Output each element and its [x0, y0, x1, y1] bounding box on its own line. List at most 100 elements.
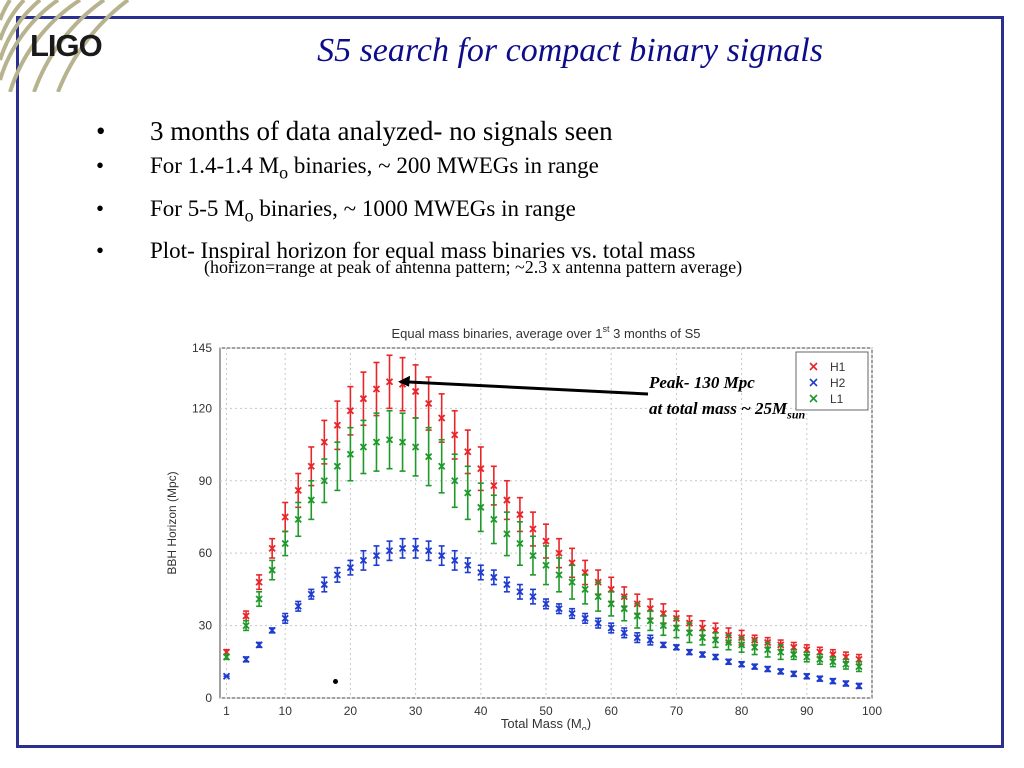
l1-point — [568, 578, 576, 586]
l1-point — [477, 503, 485, 511]
l1-point — [333, 462, 341, 470]
slide-title: S5 search for compact binary signals — [317, 32, 823, 69]
slide-frame — [16, 16, 1004, 748]
l1-point — [842, 660, 850, 668]
bullet-text: 3 months of data analyzed- no signals se… — [150, 116, 613, 146]
l1-point — [594, 592, 602, 601]
h1-point — [359, 395, 368, 403]
l1-point — [268, 566, 276, 574]
l1-point — [294, 515, 302, 524]
l1-point — [581, 585, 589, 594]
h2-point — [542, 600, 550, 608]
l1-point — [411, 443, 420, 451]
bullet-dot-icon: • — [96, 116, 106, 146]
chart-title: Equal mass binaries, average over 1st 3 … — [391, 324, 700, 341]
h1-point — [307, 462, 315, 470]
annotation-subscript: sun — [787, 407, 806, 422]
bullet-subscript: o — [244, 205, 254, 226]
h1-point — [320, 438, 328, 446]
x-tick-label: 100 — [862, 704, 882, 718]
h2-point — [842, 679, 850, 688]
l1-point — [764, 646, 772, 654]
l1-point — [372, 438, 381, 446]
l1-point — [516, 539, 524, 548]
x-tick-label: 60 — [605, 704, 619, 718]
h1-point — [425, 399, 433, 408]
h2-point — [581, 614, 589, 622]
l1-point — [816, 655, 824, 664]
h2-point — [385, 547, 394, 555]
h2-point — [855, 682, 863, 690]
h2-point — [477, 568, 485, 577]
legend-marker — [809, 394, 818, 403]
bullet-item: • Plot- Inspiral horizon for equal mass … — [96, 233, 996, 268]
h2-point — [568, 609, 576, 618]
l1-point — [829, 658, 837, 666]
annotation-line1: Peak- 130 Mpc — [649, 373, 755, 392]
h2-point — [711, 653, 720, 661]
stray-dot — [333, 679, 338, 684]
l1-point — [620, 605, 628, 613]
l1-point — [307, 496, 315, 504]
y-axis-label: BBH Horizon (Mpc) — [165, 471, 179, 574]
h2-point — [516, 588, 524, 596]
h2-point — [620, 629, 628, 637]
h2-point — [751, 662, 759, 671]
legend-marker — [809, 362, 818, 371]
h1-point — [333, 421, 341, 429]
h2-point — [646, 636, 654, 644]
peak-arrow-head — [398, 375, 411, 387]
y-tick-label: 30 — [199, 619, 213, 633]
l1-point — [855, 662, 863, 671]
h2-point — [255, 641, 263, 649]
h2-point — [816, 675, 824, 683]
l1-point — [685, 629, 694, 637]
x-tick-label: 90 — [800, 704, 814, 718]
l1-point — [464, 489, 472, 497]
h2-point — [803, 672, 811, 680]
h1-point — [268, 544, 276, 552]
legend-box — [795, 351, 869, 411]
l1-point — [503, 530, 511, 538]
h2-point — [242, 655, 250, 664]
h2-point — [829, 677, 837, 685]
l1-point — [542, 561, 550, 569]
horizon-chart: 1 10 20 30 40 50 60 70 80 90 100 0 30 60 90 120 145 Equal… — [150, 318, 890, 734]
l1-point — [555, 571, 563, 579]
x-tick-label: 20 — [344, 704, 358, 718]
h2-point — [411, 544, 420, 552]
peak-annotation: Peak- 130 Mpc at total mass ~ 25Msun — [649, 370, 805, 427]
l1-point — [737, 641, 746, 649]
h2-point — [659, 641, 667, 649]
h1-point — [294, 486, 302, 495]
h1-point — [490, 481, 498, 490]
h2-point — [464, 561, 472, 569]
h2-point — [438, 551, 446, 560]
h1-point — [438, 414, 446, 422]
bullet-text-post: binaries, ~ 200 MWEGs in range — [288, 153, 599, 178]
h2-point — [594, 619, 602, 627]
bullet-item: • For 1.4-1.4 Mo binaries, ~ 200 MWEGs i… — [96, 148, 996, 191]
l1-point — [777, 648, 785, 656]
h2-point — [333, 571, 341, 579]
y-tick-label: 145 — [192, 341, 212, 355]
h2-point — [737, 660, 746, 668]
h1-point — [346, 407, 355, 415]
h1-point — [529, 525, 537, 533]
h1-point — [255, 578, 263, 586]
h2-point — [451, 556, 459, 565]
l1-point — [711, 636, 720, 644]
chart-svg: 1 10 20 30 40 50 60 70 80 90 100 0 30 60 90 120 145 Equal… — [165, 324, 882, 734]
logo-text: LIGO — [30, 28, 103, 63]
l1-point — [451, 477, 459, 485]
h2-point — [222, 672, 231, 680]
h2-point — [294, 602, 302, 610]
h1-point — [477, 465, 485, 473]
h2-point — [790, 670, 798, 678]
h2-point — [698, 650, 707, 659]
l1-point — [346, 450, 355, 458]
x-tick-label: 1 — [223, 704, 230, 718]
h2-point — [320, 580, 328, 589]
h2-point — [607, 624, 615, 632]
h2-point — [633, 634, 641, 642]
